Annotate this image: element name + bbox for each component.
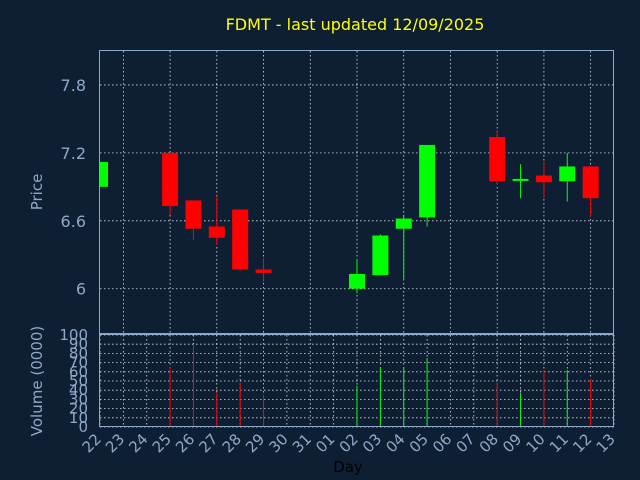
price-tick-label: 7.8 <box>61 76 86 95</box>
candle-body <box>208 226 225 238</box>
candle-body <box>162 152 179 207</box>
volume-bars <box>169 344 592 427</box>
price-axis: 6 6.6 7.2 7.8 <box>61 76 86 299</box>
volume-tick-label: 90 <box>69 335 88 353</box>
candle-body <box>100 161 108 187</box>
price-axis-label: Price <box>28 174 46 211</box>
candle-body <box>185 200 202 229</box>
volume-tick-label: 10 <box>69 409 88 427</box>
volume-tick-label: 50 <box>69 372 88 390</box>
day-axis-label: Day <box>333 458 363 476</box>
volume-tick-label: 30 <box>69 390 88 408</box>
candle-body <box>372 235 389 276</box>
day-axis: 2223242526272829303101020304050607080910… <box>79 430 619 456</box>
candle-body <box>232 209 249 270</box>
volume-tick-label: 60 <box>69 363 88 381</box>
volume-tick-label: 80 <box>69 344 88 362</box>
candle-body <box>349 274 365 289</box>
candle-body <box>559 166 576 182</box>
candle-body <box>255 269 272 273</box>
candle-body <box>582 166 599 199</box>
volume-tick-label: 0 <box>78 418 88 436</box>
price-tick-label: 6 <box>76 280 86 299</box>
candle-body <box>512 178 529 181</box>
volume-panel-frame <box>99 334 614 427</box>
candle-body <box>419 144 436 218</box>
price-panel-frame <box>99 50 614 334</box>
volume-tick-label: 40 <box>69 381 88 399</box>
volume-tick-label: 20 <box>69 400 88 418</box>
volume-tick-label: 70 <box>69 354 88 372</box>
candle-body <box>489 137 506 182</box>
candles <box>99 130 599 294</box>
candle-body <box>395 218 412 229</box>
candle-body <box>535 175 552 183</box>
volume-tick-label: 100 <box>59 326 88 344</box>
price-tick-label: 6.6 <box>61 212 86 231</box>
chart-title: FDMT - last updated 12/09/2025 <box>226 15 485 34</box>
price-tick-label: 7.2 <box>61 144 86 163</box>
volume-axis-label: Volume (0000) <box>28 326 46 436</box>
